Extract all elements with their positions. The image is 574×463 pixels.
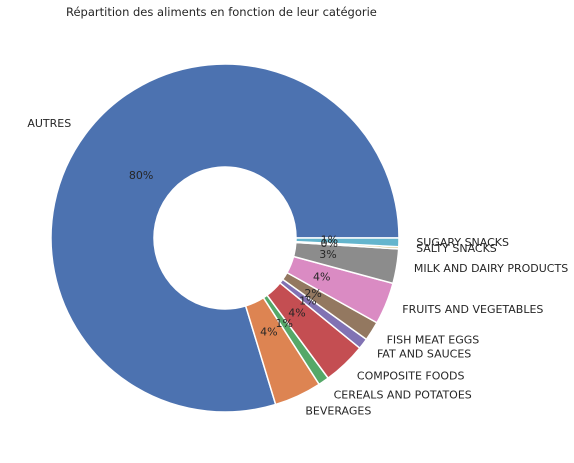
chart-title: Répartition des aliments en fonction de …: [66, 5, 377, 19]
slice-sugary-snacks: [295, 237, 400, 248]
slice-pct-autres: 80%: [129, 169, 153, 182]
slice-pct-milk-and-dairy-products: 3%: [319, 248, 336, 261]
slice-pct-fruits-and-vegetables: 4%: [313, 270, 330, 283]
slice-label-fat-and-sauces: FAT AND SAUCES: [377, 347, 471, 360]
slice-label-milk-and-dairy-products: MILK AND DAIRY PRODUCTS: [414, 262, 568, 275]
slice-label-cereals-and-potatoes: CEREALS AND POTATOES: [334, 389, 472, 402]
slice-pct-salty-snacks: 0%: [321, 237, 338, 250]
slice-pct-fat-and-sauces: 1%: [299, 294, 316, 307]
labels-group: AUTRES 80% BEVERAGES 4% CEREALS AND POTATOES…: [27, 117, 568, 418]
slice-label-autres: AUTRES: [27, 117, 71, 130]
slice-label-sugary-snacks: SUGARY SNACKS: [416, 236, 509, 249]
slices-group: [50, 63, 400, 413]
slice-autres: [50, 63, 400, 413]
slice-label-fruits-and-vegetables: FRUITS AND VEGETABLES: [402, 303, 543, 316]
slice-pct-beverages: 4%: [260, 326, 277, 339]
slice-label-fish-meat-eggs: FISH MEAT EGGS: [387, 334, 480, 347]
slice-pct-sugary-snacks: 1%: [321, 234, 338, 247]
slice-pct-fish-meat-eggs: 2%: [304, 287, 321, 300]
slice-pct-cereals-and-potatoes: 1%: [275, 317, 292, 330]
slice-label-composite-foods: COMPOSITE FOODS: [357, 370, 465, 383]
slice-label-salty-snacks: SALTY SNACKS: [416, 242, 497, 255]
slice-pct-composite-foods: 4%: [288, 307, 305, 320]
slice-label-beverages: BEVERAGES: [305, 405, 371, 418]
